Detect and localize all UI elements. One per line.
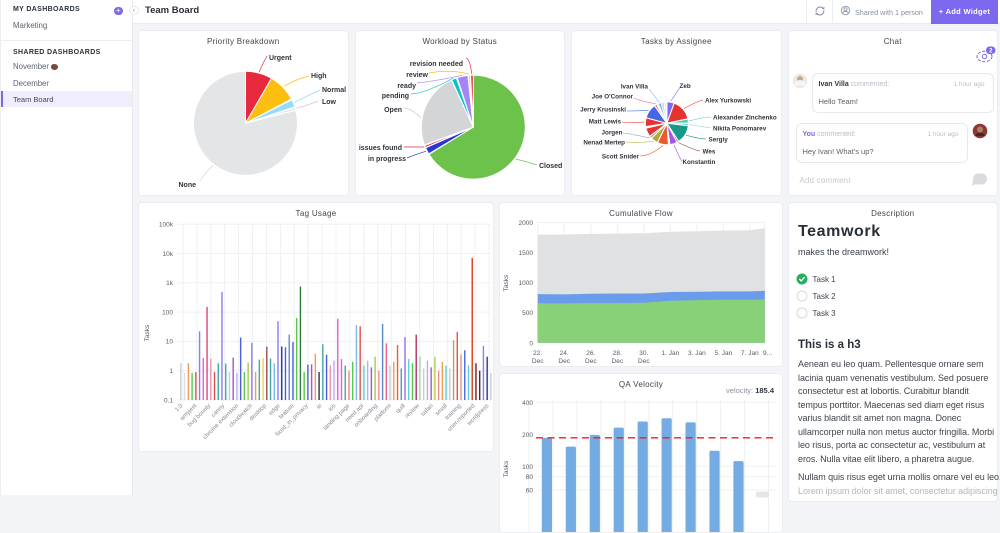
svg-text:None: None [179,182,197,189]
svg-text:Nikita Ponomarev: Nikita Ponomarev [713,126,767,133]
svg-text:9...: 9... [763,350,772,357]
svg-text:1: 1 [169,368,173,375]
svg-text:Joe O'Connor: Joe O'Connor [592,94,634,101]
svg-text:Scott Snider: Scott Snider [602,154,640,161]
svg-text:Alex Yurkowski: Alex Yurkowski [705,98,751,105]
svg-text:28.: 28. [613,350,622,357]
svg-text:review: review [406,72,428,79]
svg-text:Wes: Wes [703,149,716,156]
svg-text:7. Jan: 7. Jan [741,350,759,357]
svg-text:Tasks: Tasks [503,274,510,291]
svg-text:Dec: Dec [585,358,597,365]
svg-text:1. Jan: 1. Jan [662,350,680,357]
svg-text:Alexander Zinchenko: Alexander Zinchenko [713,115,777,122]
svg-text:Jerry Krusinski: Jerry Krusinski [580,107,626,114]
svg-text:80: 80 [526,474,534,481]
svg-text:revision needed: revision needed [409,61,462,68]
svg-text:Closed: Closed [539,163,562,170]
svg-text:Ivan Villa: Ivan Villa [621,84,649,91]
svg-text:quill: quill [395,403,407,415]
svg-text:Urgent: Urgent [269,55,292,62]
svg-text:ios: ios [328,403,338,413]
svg-text:10k: 10k [163,251,174,258]
svg-text:1000: 1000 [519,280,534,287]
svg-text:ready: ready [397,83,416,90]
svg-text:0.1: 0.1 [164,397,173,404]
svg-text:Sergiy: Sergiy [709,137,729,144]
svg-text:100k: 100k [159,222,174,229]
svg-text:Matt Lewis: Matt Lewis [589,119,622,126]
svg-text:2000: 2000 [519,220,534,227]
svg-text:2: 2 [989,48,993,54]
svg-text:Konstantin: Konstantin [683,159,716,166]
svg-text:ie: ie [316,403,324,411]
svg-text:10: 10 [166,339,174,346]
svg-text:1500: 1500 [519,250,534,257]
svg-text:60: 60 [526,487,534,494]
svg-text:100: 100 [162,309,173,316]
svg-text:Dec: Dec [638,358,650,365]
svg-text:pending: pending [381,93,408,100]
svg-text:0: 0 [529,340,533,347]
svg-text:Jorgen: Jorgen [602,130,623,137]
svg-text:26.: 26. [586,350,595,357]
svg-text:review: review [404,403,421,420]
svg-text:22.: 22. [533,350,542,357]
svg-text:3. Jan: 3. Jan [688,350,706,357]
svg-text:Dec: Dec [612,358,624,365]
svg-text:Open: Open [384,107,402,114]
svg-text:500: 500 [522,310,533,317]
svg-text:Normal: Normal [322,87,346,94]
svg-text:High: High [311,73,327,80]
svg-text:1k: 1k [166,280,174,287]
svg-text:5. Jan: 5. Jan [715,350,733,357]
svg-text:Tasks: Tasks [144,324,151,341]
svg-text:Zeb: Zeb [680,83,691,90]
svg-text:issues found: issues found [358,145,401,152]
svg-text:24.: 24. [560,350,569,357]
svg-text:Low: Low [322,99,337,106]
svg-text:100: 100 [522,464,533,471]
svg-text:Dec: Dec [558,358,570,365]
svg-text:safari: safari [420,403,435,418]
svg-text:200: 200 [522,432,533,439]
svg-text:Dec: Dec [532,358,544,365]
svg-text:in progress: in progress [367,156,405,163]
svg-text:Tasks: Tasks [503,460,510,477]
svg-text:400: 400 [522,400,533,407]
svg-text:Nenad Mertep: Nenad Mertep [583,140,625,147]
svg-text:30.: 30. [639,350,648,357]
svg-text:1.0: 1.0 [174,403,185,414]
